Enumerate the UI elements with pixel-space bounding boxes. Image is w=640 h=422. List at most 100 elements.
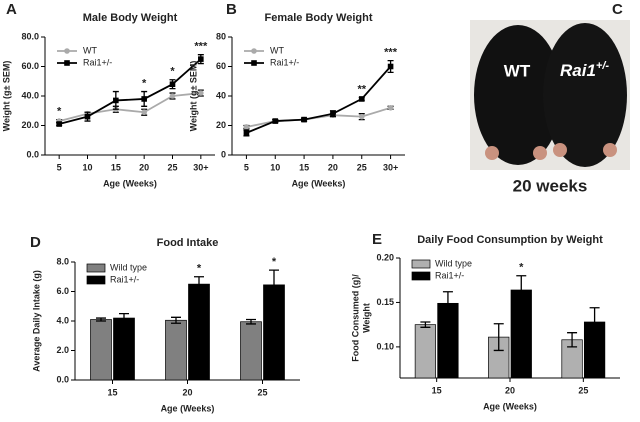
x-tick-label: 30+ bbox=[193, 162, 208, 172]
point bbox=[387, 105, 394, 111]
bar bbox=[165, 319, 187, 381]
x-tick-label: 20 bbox=[182, 387, 192, 397]
x-tick-label: 20 bbox=[139, 162, 149, 172]
photo-label: Rai1+/- bbox=[560, 60, 609, 81]
error-bar bbox=[246, 318, 256, 325]
point bbox=[243, 130, 250, 136]
bar bbox=[240, 321, 262, 381]
y-tick-label: 0.0 bbox=[56, 374, 69, 384]
point bbox=[141, 109, 147, 116]
x-axis-label: Age (Weeks) bbox=[483, 401, 537, 411]
y-axis-label: Weight (g± SEM) bbox=[1, 61, 11, 132]
point bbox=[301, 116, 307, 123]
error-bar bbox=[420, 321, 431, 328]
x-tick-label: 30+ bbox=[383, 162, 398, 172]
y-tick-label: 0 bbox=[221, 149, 226, 159]
error-bar bbox=[269, 269, 279, 301]
significance-label: ** bbox=[357, 83, 366, 95]
point bbox=[387, 63, 394, 70]
x-axis-label: Age (Weeks) bbox=[161, 403, 215, 413]
point bbox=[358, 113, 365, 120]
x-tick-label: 5 bbox=[244, 162, 249, 172]
y-tick-label: 20 bbox=[216, 120, 226, 130]
chart-panel: E Daily Food Consumption by Weight 0.10 0.1… bbox=[351, 231, 620, 411]
legend-swatch bbox=[411, 271, 431, 281]
chart-panel: A Male Body Weight 0.0 20.0 40.0 60.0 80.0 5 10 1… bbox=[1, 1, 215, 188]
x-tick-label: 15 bbox=[107, 387, 117, 397]
y-tick-label: 40.0 bbox=[21, 90, 39, 100]
chart-panel: D Food Intake 0.0 2.0 4.0 6.0 8.0 15 20 25 Age (We… bbox=[30, 234, 300, 413]
significance-label: *** bbox=[384, 47, 398, 59]
x-axis-label: Age (Weeks) bbox=[103, 178, 157, 188]
significance-label: * bbox=[197, 263, 202, 275]
y-axis-label: Weight (g± SEM) bbox=[188, 61, 198, 132]
photo-panel: C WT Rai1+/- 20 weeks bbox=[470, 1, 630, 195]
point bbox=[169, 93, 176, 99]
error-bar bbox=[96, 317, 106, 322]
y-tick-label: 80 bbox=[216, 31, 226, 41]
legend-label: Wild type bbox=[435, 258, 472, 268]
x-tick-label: 15 bbox=[299, 162, 309, 172]
x-tick-label: 25 bbox=[167, 162, 177, 172]
legend-marker bbox=[251, 48, 257, 54]
y-tick-label: 20.0 bbox=[21, 120, 39, 130]
panel-letter: B bbox=[226, 1, 237, 18]
significance-label: * bbox=[142, 77, 147, 89]
y-axis-label-line: Weight bbox=[362, 303, 372, 333]
significance-label: * bbox=[272, 256, 277, 268]
ear bbox=[533, 146, 547, 160]
x-tick-label: 15 bbox=[111, 162, 121, 172]
y-axis-label-line: Food Consumed (g)/ bbox=[351, 274, 361, 362]
significance-label: *** bbox=[194, 41, 208, 53]
bar bbox=[90, 319, 112, 381]
legend-label: Rai1+/- bbox=[83, 57, 112, 67]
point bbox=[169, 81, 176, 87]
error-bar bbox=[493, 323, 504, 352]
ear bbox=[485, 146, 499, 160]
ear bbox=[603, 143, 617, 157]
chart-panel: B Female Body Weight 0 20 40 60 80 5 10 15 20 25 30+… bbox=[188, 1, 405, 188]
y-tick-label: 80.0 bbox=[21, 31, 39, 41]
point bbox=[113, 97, 119, 104]
y-tick-label: 60.0 bbox=[21, 61, 39, 71]
bar bbox=[188, 283, 210, 381]
x-tick-label: 20 bbox=[505, 385, 515, 395]
photo-label: WT bbox=[504, 61, 531, 80]
x-tick-label: 25 bbox=[257, 387, 267, 397]
chart-title: Food Intake bbox=[157, 237, 219, 249]
point bbox=[358, 96, 365, 102]
x-tick-label: 25 bbox=[357, 162, 367, 172]
error-bar bbox=[442, 291, 453, 316]
point bbox=[198, 56, 204, 62]
error-bar bbox=[516, 275, 527, 305]
y-tick-label: 60 bbox=[216, 61, 226, 71]
point bbox=[330, 110, 336, 117]
legend-swatch bbox=[411, 259, 431, 269]
ear bbox=[553, 143, 567, 157]
significance-label: * bbox=[519, 262, 524, 274]
point bbox=[198, 90, 204, 96]
y-tick-label: 40 bbox=[216, 90, 226, 100]
error-bar bbox=[171, 316, 181, 324]
legend-label: WT bbox=[270, 45, 284, 55]
x-tick-label: 5 bbox=[57, 162, 62, 172]
chart-title: Female Body Weight bbox=[265, 12, 373, 24]
y-tick-label: 0.10 bbox=[376, 341, 394, 351]
bar bbox=[414, 324, 437, 379]
point bbox=[243, 124, 250, 130]
point bbox=[141, 96, 147, 102]
point bbox=[56, 121, 62, 127]
legend-label: Rai1+/- bbox=[270, 57, 299, 67]
x-axis-label: Age (Weeks) bbox=[292, 178, 346, 188]
legend-marker bbox=[64, 48, 70, 54]
y-tick-label: 2.0 bbox=[56, 345, 69, 355]
legend-label: Rai1+/- bbox=[110, 274, 139, 284]
panel-letter: D bbox=[30, 234, 41, 251]
series-line bbox=[58, 92, 201, 122]
x-tick-label: 10 bbox=[270, 162, 280, 172]
legend-marker bbox=[251, 60, 257, 66]
significance-label: * bbox=[170, 66, 175, 78]
point bbox=[272, 118, 279, 124]
mouse bbox=[543, 23, 627, 167]
